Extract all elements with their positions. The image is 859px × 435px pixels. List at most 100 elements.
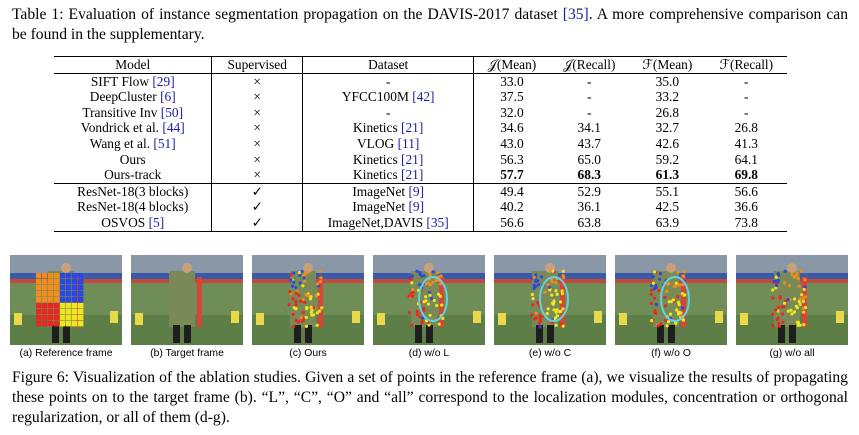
- grid-point: [60, 315, 66, 321]
- propagated-point: [681, 283, 685, 287]
- grid-point: [48, 297, 54, 303]
- table-caption: Table 1: Evaluation of instance segmenta…: [12, 5, 848, 45]
- dataset-cite[interactable]: [21]: [401, 167, 424, 183]
- cell-dataset: ImageNet [9]: [302, 199, 475, 215]
- grid-point: [48, 315, 54, 321]
- figure-panel: [494, 255, 606, 345]
- archer-leg: [789, 325, 796, 343]
- propagated-point: [795, 271, 799, 275]
- model-name: Ours-track: [104, 167, 162, 183]
- propagated-point: [669, 312, 673, 316]
- propagated-point: [432, 298, 436, 303]
- dataset-cite[interactable]: [9]: [408, 199, 425, 215]
- propagated-point: [649, 302, 653, 306]
- model-cite[interactable]: [51]: [153, 135, 176, 151]
- cell-j-recall: -: [587, 104, 592, 120]
- propagated-point: [799, 269, 803, 273]
- grid-point: [48, 303, 54, 309]
- propagated-point: [774, 275, 778, 279]
- cell-supervised: ✓: [211, 214, 303, 232]
- propagated-point: [676, 310, 681, 314]
- cell-j-recall: 52.9: [577, 183, 601, 199]
- grid-point: [66, 273, 72, 279]
- cell-dataset: -: [302, 104, 475, 121]
- dataset-cite[interactable]: [21]: [401, 120, 424, 136]
- cell-f-recall: 26.8: [734, 120, 758, 136]
- propagated-point: [776, 279, 780, 283]
- cell-f-mean: 42.6: [655, 135, 680, 151]
- grid-point: [42, 321, 48, 327]
- propagated-point: [554, 310, 558, 314]
- figure-panel: [615, 255, 727, 345]
- propagated-point: [298, 281, 302, 285]
- model-cite[interactable]: [5]: [148, 214, 165, 230]
- dataset-cite[interactable]: [11]: [397, 135, 420, 151]
- propagated-point: [289, 278, 293, 282]
- cell-j-mean: 32.0: [500, 104, 524, 120]
- cell-f-mean: 42.5: [655, 199, 680, 215]
- propagated-point: [289, 273, 293, 277]
- propagated-point: [291, 297, 295, 301]
- grid-point: [72, 279, 78, 285]
- figure-caption-text: Visualization of the ablation studies. G…: [12, 369, 848, 426]
- table-caption-text-end: . A more comprehensive comparison can be…: [12, 6, 848, 43]
- propagated-point: [657, 277, 662, 281]
- propagated-point: [300, 319, 304, 323]
- propagated-point: [427, 323, 431, 327]
- model-name: SIFT Flow: [90, 73, 153, 89]
- grid-point: [60, 297, 66, 303]
- model-cite[interactable]: [6]: [160, 89, 176, 105]
- archer-head: [61, 263, 71, 273]
- propagated-point: [781, 320, 785, 324]
- grid-point: [42, 273, 48, 279]
- grid-point: [60, 303, 66, 309]
- archer-body: [169, 271, 195, 327]
- propagated-point: [437, 322, 441, 326]
- propagated-point: [653, 296, 657, 300]
- propagated-point: [546, 283, 550, 287]
- cell-j-recall: 36.1: [577, 199, 601, 215]
- propagated-point: [790, 312, 794, 316]
- model-cite[interactable]: [50]: [160, 104, 184, 120]
- dataset-cite[interactable]: [42]: [412, 89, 435, 105]
- propagated-point: [311, 313, 316, 317]
- propagated-point: [555, 308, 559, 312]
- figure-caption: Figure 6: Visualization of the ablation …: [12, 368, 848, 428]
- cell-f-recall: 56.6: [734, 183, 758, 199]
- propagated-point: [415, 309, 419, 314]
- table-caption-cite[interactable]: [35]: [562, 6, 589, 23]
- cell-j-mean: 56.6: [500, 214, 524, 230]
- propagated-point: [650, 319, 654, 323]
- panel-label: (f) w/o O: [651, 348, 691, 359]
- dataset-cite[interactable]: [35]: [426, 214, 449, 230]
- propagated-point: [671, 298, 675, 302]
- panel-label: (g) w/o all: [769, 348, 815, 359]
- model-cite[interactable]: [29]: [152, 73, 175, 89]
- propagated-point: [298, 273, 302, 278]
- propagated-point: [796, 277, 800, 281]
- propagated-point: [798, 302, 802, 306]
- propagated-point: [561, 307, 565, 311]
- propagated-point: [304, 315, 308, 320]
- grid-point: [66, 279, 72, 285]
- cell-model: SIFT Flow [29]: [54, 73, 213, 90]
- propagated-point: [315, 323, 319, 327]
- propagated-point: [786, 298, 790, 302]
- propagated-point: [674, 281, 678, 285]
- dataset-cite[interactable]: [9]: [408, 183, 425, 199]
- propagated-point: [801, 299, 806, 303]
- grid-point: [78, 315, 84, 321]
- model-name: OSVOS: [101, 214, 149, 230]
- archer-arm: [560, 277, 565, 327]
- grid-point: [48, 309, 54, 315]
- propagated-point: [803, 278, 807, 282]
- grid-point: [60, 309, 66, 315]
- error-circle: [539, 276, 569, 322]
- header-j-mean: 𝒥(Mean): [487, 57, 537, 72]
- archer-head: [787, 263, 797, 273]
- model-cite[interactable]: [44]: [162, 120, 185, 136]
- propagated-point: [530, 313, 534, 317]
- cell-supervised: ×: [211, 151, 303, 168]
- grid-point: [72, 285, 78, 291]
- dataset-cite[interactable]: [21]: [401, 151, 424, 167]
